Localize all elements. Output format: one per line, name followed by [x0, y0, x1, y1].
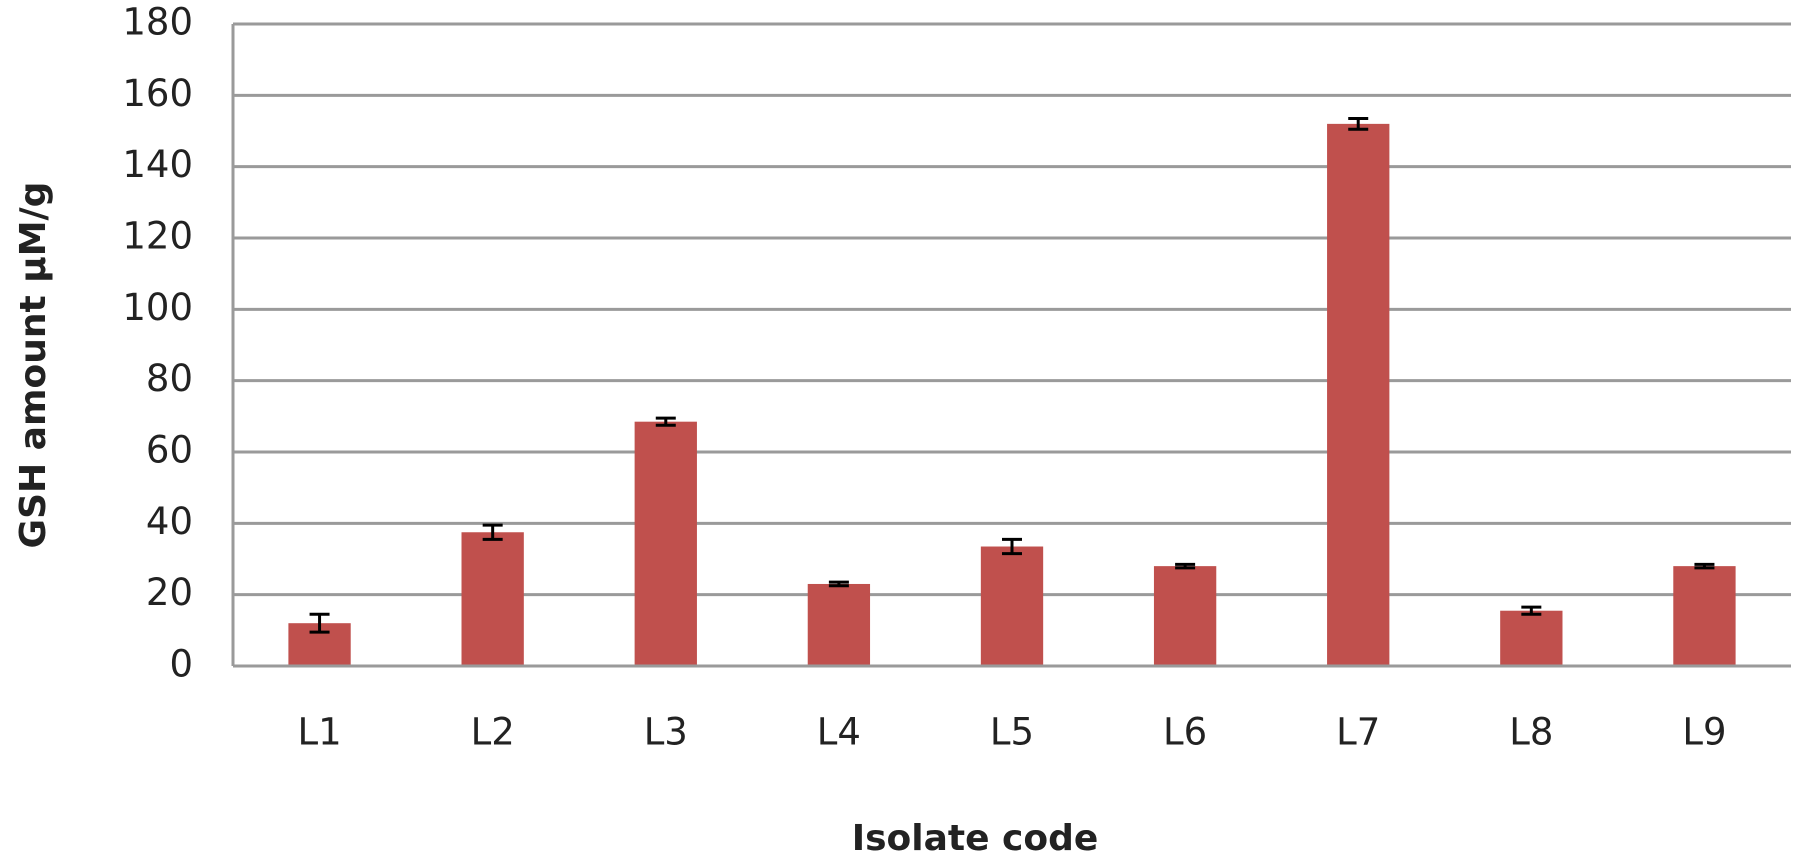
- y-tick-label: 20: [146, 571, 193, 614]
- y-axis-title: GSH amount µM/g: [13, 182, 54, 549]
- x-tick-label: L9: [1682, 711, 1726, 754]
- y-tick-label: 40: [146, 500, 193, 543]
- y-tick-label: 60: [146, 429, 193, 472]
- x-tick-label: L2: [471, 711, 515, 754]
- bar: [807, 583, 871, 666]
- error-bar: [1175, 562, 1196, 570]
- y-tick-label: 140: [122, 143, 193, 186]
- y-tick-label: 180: [122, 1, 193, 44]
- x-tick-label: L6: [1163, 711, 1207, 754]
- y-tick-label: 80: [146, 357, 193, 400]
- bar: [1153, 566, 1217, 666]
- error-bar: [1521, 605, 1542, 616]
- bar: [980, 546, 1044, 666]
- error-bar: [655, 416, 676, 427]
- y-tick-label: 120: [122, 215, 193, 258]
- x-tick-label: L5: [990, 711, 1034, 754]
- bar: [1500, 610, 1563, 666]
- error-bar: [828, 580, 849, 588]
- x-tick-label: L3: [644, 711, 688, 754]
- error-bar: [482, 523, 503, 541]
- x-tick-label: L7: [1336, 711, 1380, 754]
- x-tick-label: L4: [817, 711, 861, 754]
- bar: [634, 421, 697, 666]
- bar: [1673, 566, 1736, 666]
- error-bar: [1348, 117, 1369, 131]
- y-tick-label: 0: [169, 643, 193, 686]
- bar: [1327, 123, 1390, 666]
- y-tick-label: 100: [122, 286, 193, 329]
- error-bar: [1002, 537, 1022, 556]
- error-bar: [1694, 562, 1715, 570]
- x-tick-label: L1: [297, 711, 341, 754]
- x-axis-title: Isolate code: [852, 818, 1099, 859]
- error-bar: [309, 612, 330, 634]
- y-tick-label: 160: [122, 72, 193, 115]
- bar: [461, 532, 524, 666]
- x-tick-label: L8: [1509, 711, 1553, 754]
